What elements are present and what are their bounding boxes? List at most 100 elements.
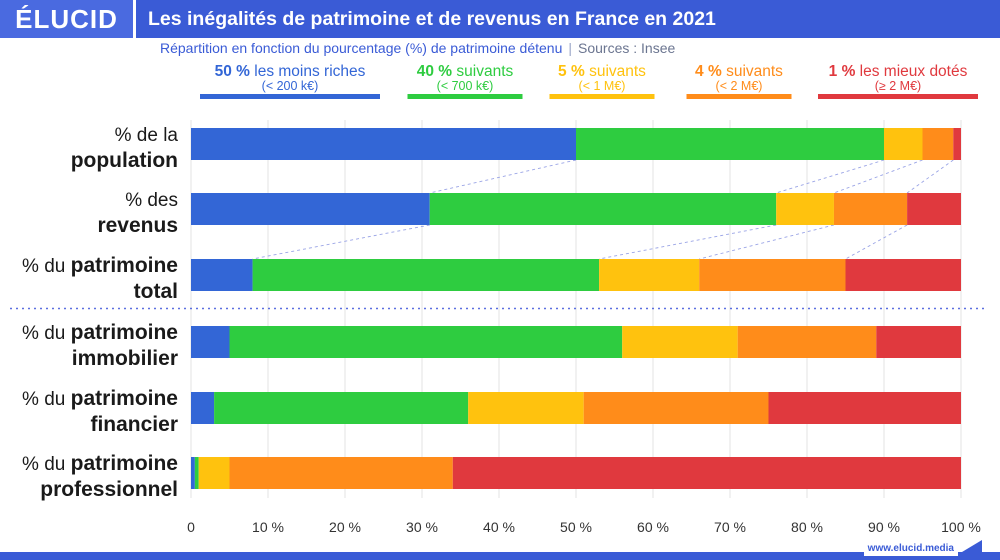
connector-line <box>906 159 954 194</box>
category-label-line2: financier <box>90 413 178 436</box>
legend-swatch <box>200 94 380 99</box>
bar-segment <box>776 193 834 225</box>
category-label-main: population <box>71 149 178 172</box>
legend-label-bold: 1 % <box>829 63 856 80</box>
connector-line <box>776 159 885 194</box>
legend-label-rest: les mieux dotés <box>855 63 967 80</box>
bar-segment <box>191 457 195 489</box>
x-tick-label: 90 % <box>868 519 900 535</box>
legend-label-rest: suivants <box>585 63 646 80</box>
bar-segment <box>845 259 961 291</box>
legend-label: 50 % les moins riches <box>215 63 366 80</box>
connector-line <box>833 159 923 194</box>
bar-segment <box>229 326 623 358</box>
bar-segment <box>468 392 584 424</box>
category-label-prefix: % du <box>22 256 71 277</box>
category-label-prefix: % du <box>22 323 71 344</box>
bar-segment <box>229 457 453 489</box>
bar-segment <box>907 193 961 225</box>
subtitle-separator: | <box>568 40 573 56</box>
category-label-main: patrimoine <box>71 254 178 277</box>
category-label-prefix: % du <box>22 454 71 475</box>
x-tick-label: 50 % <box>560 519 592 535</box>
connector-line <box>429 159 577 194</box>
x-tick-label: 80 % <box>791 519 823 535</box>
footer-bar <box>0 552 1000 560</box>
connector-line <box>699 224 835 260</box>
x-tick-label: 30 % <box>406 519 438 535</box>
bar-segment <box>198 457 230 489</box>
legend-label: 4 % suivants <box>695 63 783 80</box>
legend-label-bold: 40 % <box>417 63 453 80</box>
bar-segment <box>429 193 777 225</box>
legend-label-bold: 50 % <box>215 63 251 80</box>
legend-swatch <box>549 94 655 99</box>
bar-segment <box>576 128 884 160</box>
category-label-prefix: % de la <box>115 125 179 146</box>
connector-line <box>252 224 430 260</box>
bar-segment <box>599 259 700 291</box>
legend-label-rest: suivants <box>452 63 513 80</box>
x-tick-label: 10 % <box>252 519 284 535</box>
bar-segment <box>191 128 576 160</box>
category-label-main: patrimoine <box>71 452 178 475</box>
bar-segment <box>191 326 230 358</box>
bar-segment <box>922 128 954 160</box>
bar-segment <box>737 326 877 358</box>
legend-sublabel: (< 200 k€) <box>262 79 319 93</box>
legend-sublabel: (≥ 2 M€) <box>875 79 921 93</box>
bar-segment <box>768 392 961 424</box>
bar-segment <box>214 392 469 424</box>
header-bar: ÉLUCID Les inégalités de patrimoine et d… <box>0 0 1000 38</box>
category-label-line2: total <box>134 280 178 303</box>
bar-segment <box>699 259 846 291</box>
x-tick-label: 70 % <box>714 519 746 535</box>
subtitle-text: Répartition en fonction du pourcentage (… <box>160 40 563 56</box>
bar-segment <box>622 326 738 358</box>
connector-line <box>845 224 908 260</box>
legend-swatch <box>686 94 792 99</box>
bar-segment <box>833 193 908 225</box>
category-label-prefix: % du <box>22 389 71 410</box>
legend-label-rest: les moins riches <box>250 63 366 80</box>
legend-label: 1 % les mieux dotés <box>829 63 968 80</box>
chart-subtitle: Répartition en fonction du pourcentage (… <box>160 39 675 57</box>
x-tick-label: 100 % <box>941 519 981 535</box>
legend-label-bold: 4 % <box>695 63 722 80</box>
footer-logo-mark <box>962 540 982 552</box>
category-label-main: patrimoine <box>71 321 178 344</box>
legend-label: 5 % suivants <box>558 63 646 80</box>
bar-segment <box>884 128 923 160</box>
legend-label-bold: 5 % <box>558 63 585 80</box>
category-label: % du patrimoine <box>22 387 178 410</box>
category-label-main: patrimoine <box>71 387 178 410</box>
category-label-line2: immobilier <box>72 347 178 370</box>
x-tick-label: 0 <box>187 519 195 535</box>
category-label-prefix: % des <box>125 190 178 211</box>
header-divider <box>133 0 136 38</box>
x-tick-label: 20 % <box>329 519 361 535</box>
legend-swatch <box>407 94 523 99</box>
bar-segment <box>191 259 253 291</box>
connector-line <box>599 224 777 260</box>
category-label: % du patrimoine <box>22 254 178 277</box>
category-label: % du patrimoine <box>22 452 178 475</box>
bar-segment <box>452 457 961 489</box>
legend-label: 40 % suivants <box>417 63 514 80</box>
legend-sublabel: (< 700 k€) <box>437 79 494 93</box>
legend-sublabel: (< 1 M€) <box>579 79 626 93</box>
legend-label-rest: suivants <box>722 63 783 80</box>
chart-title: Les inégalités de patrimoine et de reven… <box>148 8 716 30</box>
legend-swatch <box>818 94 978 99</box>
bar-segment <box>194 457 199 489</box>
bar-segment <box>953 128 961 160</box>
category-label-line2: professionnel <box>40 478 178 501</box>
footer-url[interactable]: www.elucid.media <box>863 542 958 556</box>
x-tick-label: 60 % <box>637 519 669 535</box>
bar-segment <box>876 326 961 358</box>
bar-segment <box>191 392 215 424</box>
brand-logo: ÉLUCID <box>0 0 133 38</box>
legend-sublabel: (< 2 M€) <box>716 79 763 93</box>
